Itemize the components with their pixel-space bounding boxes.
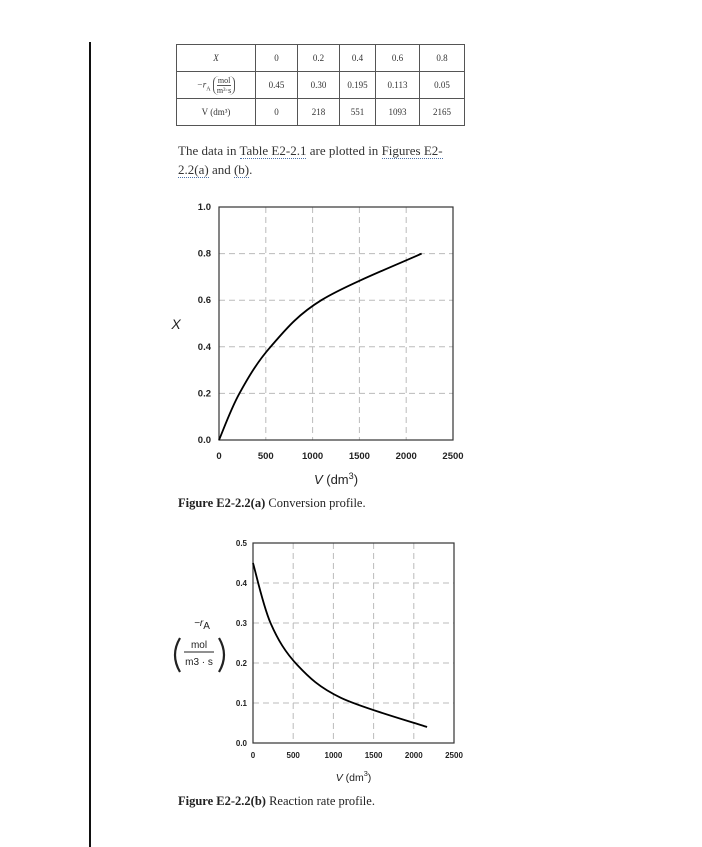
unit-numerator: mol — [216, 75, 232, 86]
y-axis-label: X — [170, 316, 181, 332]
figure-b-caption: Figure E2-2.2(b) Reaction rate profile. — [178, 794, 375, 809]
y-tick-label: 1.0 — [198, 202, 211, 213]
unit-fraction: mol m³·s — [212, 75, 236, 95]
x-tick-label: 2500 — [445, 751, 463, 760]
x-tick-label: 2500 — [442, 451, 463, 462]
y-tick-label: 0.0 — [236, 739, 248, 748]
cell: 2165 — [419, 98, 465, 126]
caption-text: Reaction rate profile. — [265, 794, 375, 808]
table-row: V (dm³) 0 218 551 1093 2165 — [176, 98, 465, 126]
page-margin-rule — [89, 42, 91, 847]
text: and — [208, 162, 234, 177]
cell: 0.05 — [419, 71, 465, 99]
y-tick-label: 0.0 — [198, 435, 211, 446]
cell: 0.6 — [375, 44, 420, 72]
plot-frame — [218, 206, 454, 441]
x-tick-label: 0 — [216, 451, 221, 462]
cell: 551 — [339, 98, 376, 126]
text: are plotted in — [306, 143, 382, 158]
y-tick-label: 0.4 — [198, 342, 212, 353]
data-curve — [252, 562, 428, 728]
cell: 1093 — [375, 98, 420, 126]
rate-symbol: −r — [196, 79, 207, 90]
x-tick-label: 1500 — [365, 751, 383, 760]
rate-subscript: A — [206, 85, 211, 92]
body-paragraph: The data in Table E2-2.1 are plotted in … — [178, 141, 468, 179]
x-tick-label: 500 — [258, 451, 274, 462]
text: The data in — [178, 143, 240, 158]
y-axis-label-rate: −rA — [194, 618, 210, 632]
caption-text: Conversion profile. — [265, 496, 366, 510]
y-tick-label: 0.2 — [198, 388, 211, 399]
y-tick-label: 0.6 — [198, 295, 211, 306]
x-tick-label: 2000 — [396, 451, 417, 462]
table-row: −rA mol m³·s 0.45 0.30 0.195 0.113 0.05 — [176, 71, 465, 99]
x-tick-label: 0 — [251, 751, 256, 760]
table-row: X 0 0.2 0.4 0.6 0.8 — [176, 44, 465, 72]
text: . — [249, 162, 253, 177]
right-paren — [218, 637, 226, 673]
y-tick-label: 0.4 — [236, 579, 248, 588]
x-tick-label: 500 — [287, 751, 301, 760]
caption-label: Figure E2-2.2(b) — [178, 794, 266, 808]
plot-frame — [252, 542, 455, 744]
unit-denominator: m3 · s — [185, 657, 213, 668]
data-curve — [218, 252, 423, 441]
x-axis-label: V (dm3) — [336, 769, 372, 784]
caption-label: Figure E2-2.2(a) — [178, 496, 266, 510]
y-tick-label: 0.2 — [236, 659, 248, 668]
x-tick-label: 1000 — [302, 451, 323, 462]
data-table: X 0 0.2 0.4 0.6 0.8 −rA mol m³·s 0.45 0.3… — [176, 44, 465, 126]
figure-link[interactable]: Figures E2-2.2(a) — [178, 143, 443, 178]
left-paren — [173, 637, 181, 673]
unit-numerator: mol — [191, 640, 207, 651]
cell: 0.45 — [255, 71, 298, 99]
y-tick-label: 0.3 — [236, 619, 248, 628]
y-tick-label: 0.1 — [236, 699, 248, 708]
figure-a-caption: Figure E2-2.2(a) Conversion profile. — [178, 496, 366, 511]
x-axis-label: V (dm3) — [314, 471, 358, 487]
y-tick-label: 0.5 — [236, 539, 248, 548]
figure-b-link[interactable]: (b) — [233, 162, 250, 178]
x-tick-label: 1500 — [349, 451, 370, 462]
table-link[interactable]: Table E2-2.1 — [239, 143, 307, 159]
cell: 0 — [255, 98, 298, 126]
x-tick-label: 2000 — [405, 751, 423, 760]
y-tick-label: 0.8 — [198, 249, 211, 260]
unit-denominator: m³·s — [216, 85, 232, 95]
x-tick-label: 1000 — [325, 751, 343, 760]
row-label: V (dm³) — [176, 98, 256, 126]
